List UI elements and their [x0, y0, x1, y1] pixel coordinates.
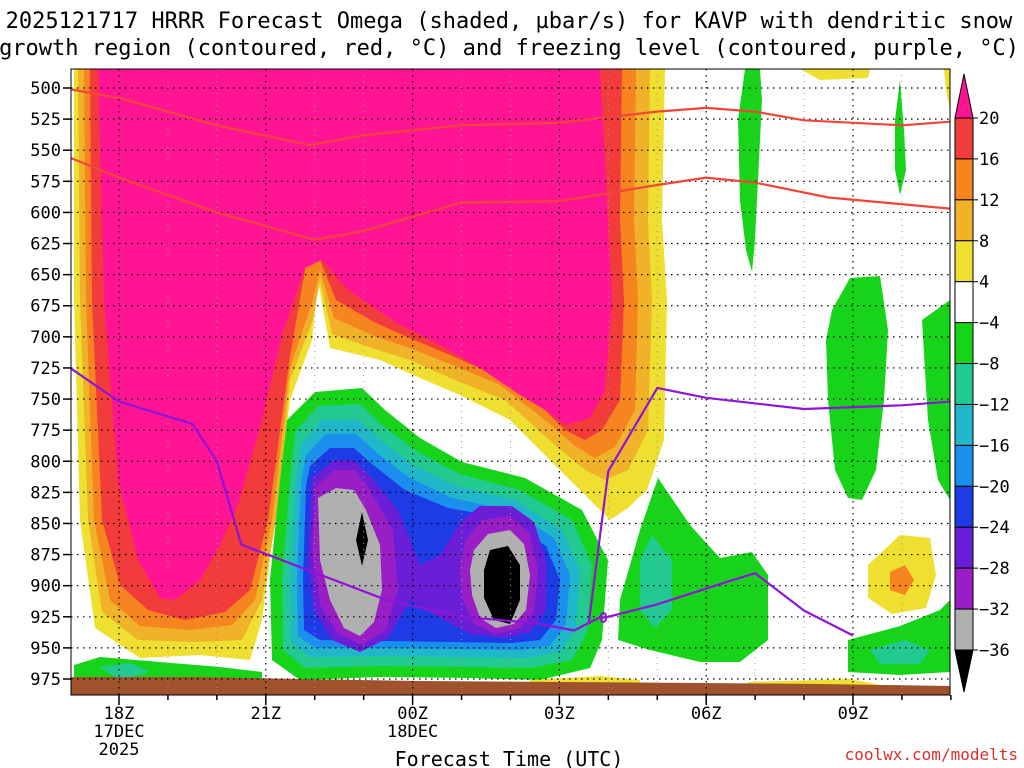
teal-patch-lower-left	[100, 663, 150, 680]
freezing-level-contour	[71, 367, 854, 637]
credit-text: coolwx.com/modelts	[845, 745, 1018, 764]
omega-band-neg32-neg36	[318, 488, 530, 636]
freezing-level-contour-upper	[587, 386, 950, 624]
y-tick-label: 600	[30, 203, 61, 223]
y-tick-label: 675	[30, 297, 61, 317]
colorbar-label: −28	[979, 559, 1010, 579]
colorbar-segment	[954, 199, 974, 242]
colorbar-label: −36	[979, 641, 1010, 661]
y-tick-label: 575	[30, 172, 61, 192]
colorbar-label: −8	[979, 355, 999, 375]
yellow-patch-top-right-a	[800, 69, 870, 80]
colorbar-label: 12	[979, 191, 999, 211]
chart-title-line-2: growth region (contoured, red, °C) and f…	[0, 36, 1019, 61]
y-tick-label: 950	[30, 639, 61, 659]
y-tick-label: 875	[30, 546, 61, 566]
x-axis-label: Forecast Time (UTC)	[395, 747, 624, 768]
y-tick-label: 925	[30, 608, 61, 628]
green-patch-10z-right	[922, 300, 950, 500]
x-tick-sublabel: 17DEC	[93, 722, 144, 742]
x-tick-label: 03Z	[544, 704, 575, 724]
colorbar-bottom-triangle	[954, 649, 974, 693]
colorbar-label: −4	[979, 314, 999, 334]
y-axis: 500 525 550 575 600 625 650 675 700 725 750 775 800 8…	[30, 79, 71, 690]
y-tick-label: 825	[30, 483, 61, 503]
y-tick-label: 775	[30, 421, 61, 441]
dgz-contour-top	[71, 88, 950, 147]
y-tick-label: 850	[30, 514, 61, 534]
yellow-patch-top-right-b	[944, 69, 950, 110]
ground-terrain	[71, 677, 950, 695]
teal-patch-04z-05z	[640, 535, 672, 628]
y-tick-label: 500	[30, 79, 61, 99]
colorbar-label: −20	[979, 477, 1010, 497]
colorbar-segment	[954, 444, 974, 487]
omega-negative-other	[74, 69, 950, 684]
chart-title-line-1: 2025121717 HRRR Forecast Omega (shaded, …	[6, 9, 1013, 34]
colorbar-segment	[954, 158, 974, 201]
omega-band-below-neg36	[356, 512, 520, 624]
y-tick-label: 525	[30, 110, 61, 130]
colorbar-segment	[954, 240, 974, 283]
green-patch-06z-upper	[738, 69, 762, 272]
contours: 0	[71, 88, 950, 637]
y-tick-label: 900	[30, 577, 61, 597]
x-tick-label: 09Z	[838, 704, 869, 724]
colorbar-segment	[954, 567, 974, 610]
y-tick-label: 550	[30, 141, 61, 161]
colorbar-segment	[954, 608, 974, 651]
y-tick-label: 650	[30, 266, 61, 286]
colorbar-label: 4	[979, 273, 989, 293]
colorbar: 20 16 12 8 4 −4 −8 −12 −16 −20 −24 −28 −32 −36	[954, 73, 1010, 693]
plot-area: 0	[71, 69, 950, 695]
green-patch-09z-upper	[895, 80, 906, 195]
y-tick-label: 700	[30, 328, 61, 348]
x-tick-label: 21Z	[250, 704, 281, 724]
colorbar-segment	[954, 526, 974, 569]
x-tick-label: 06Z	[691, 704, 722, 724]
colorbar-segment	[954, 485, 974, 528]
dgz-contour-bottom	[71, 156, 950, 241]
freezing-contour-label: 0	[599, 609, 608, 627]
colorbar-segment	[954, 281, 974, 324]
y-tick-label: 725	[30, 359, 61, 379]
colorbar-segment	[954, 117, 974, 160]
colorbar-label: 8	[979, 232, 989, 252]
y-tick-label: 975	[30, 670, 61, 690]
colorbar-label: −16	[979, 436, 1010, 456]
x-tick-sublabel: 18DEC	[387, 722, 438, 742]
green-patch-08z-mid	[826, 276, 888, 500]
y-tick-label: 800	[30, 452, 61, 472]
colorbar-top-triangle	[954, 73, 974, 119]
colorbar-label: 20	[979, 109, 999, 129]
y-tick-label: 625	[30, 235, 61, 255]
colorbar-segment	[954, 403, 974, 446]
colorbar-segment	[954, 322, 974, 365]
colorbar-label: −24	[979, 518, 1010, 538]
colorbar-label: −12	[979, 395, 1010, 415]
omega-negative-core	[270, 388, 608, 680]
y-tick-label: 750	[30, 390, 61, 410]
x-tick-label: 18Z	[104, 704, 135, 724]
colorbar-label: −32	[979, 600, 1010, 620]
colorbar-segment	[954, 363, 974, 405]
x-tick-sublabel-2: 2025	[99, 740, 140, 760]
colorbar-label: 16	[979, 150, 999, 170]
grid-lines	[71, 69, 950, 695]
teal-patch-lower-right	[870, 640, 930, 664]
x-tick-label: 00Z	[397, 704, 428, 724]
